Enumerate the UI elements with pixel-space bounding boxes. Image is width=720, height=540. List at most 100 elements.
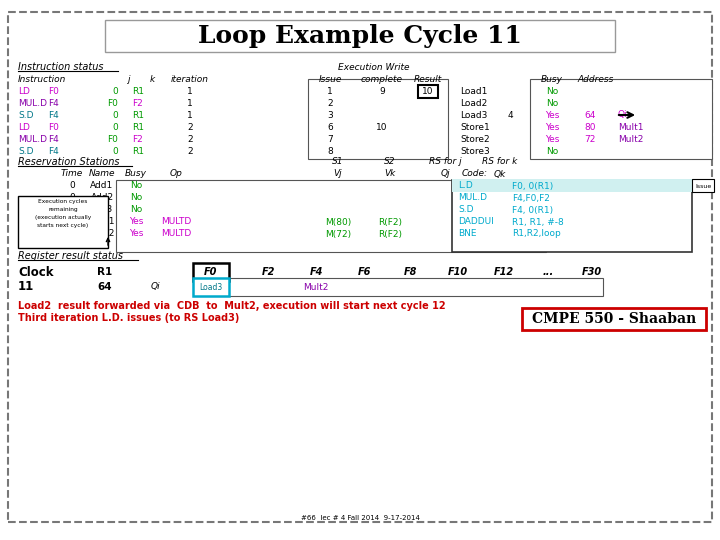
Text: 0: 0 — [69, 206, 75, 214]
Text: F8: F8 — [403, 267, 417, 277]
Text: Register result status: Register result status — [18, 251, 123, 261]
Text: F12: F12 — [494, 267, 514, 277]
Text: F4: F4 — [310, 267, 323, 277]
Text: 4: 4 — [508, 111, 513, 119]
Text: remaining: remaining — [48, 207, 78, 213]
Text: F4: F4 — [48, 98, 59, 107]
Text: S1: S1 — [332, 158, 343, 166]
Text: (execution actually: (execution actually — [35, 215, 91, 220]
Text: 1: 1 — [187, 86, 193, 96]
Text: Code:: Code: — [462, 170, 488, 179]
Text: S.D: S.D — [458, 206, 474, 214]
Text: R1: R1 — [97, 267, 112, 277]
Text: Store1: Store1 — [460, 123, 490, 132]
Text: S.D: S.D — [18, 146, 34, 156]
Text: 2: 2 — [187, 146, 193, 156]
Text: 72: 72 — [585, 134, 595, 144]
Text: Load3: Load3 — [199, 282, 222, 292]
Bar — [193, 263, 229, 281]
Text: Reservation Stations: Reservation Stations — [18, 157, 120, 167]
Text: Load2  result forwarded via  CDB  to  Mult2, execution will start next cycle 12: Load2 result forwarded via CDB to Mult2,… — [18, 301, 446, 311]
Text: Loop Example Cycle 11: Loop Example Cycle 11 — [198, 24, 522, 48]
Text: F0: F0 — [48, 123, 59, 132]
Text: F4: F4 — [48, 134, 59, 144]
Text: F0: F0 — [107, 134, 118, 144]
Bar — [116, 180, 546, 252]
Text: MULTD: MULTD — [161, 218, 191, 226]
Text: 6: 6 — [327, 123, 333, 132]
Text: Name: Name — [89, 170, 115, 179]
Bar — [452, 179, 692, 192]
Text: No: No — [130, 206, 142, 214]
Text: 2: 2 — [187, 123, 193, 132]
Text: Execution Write: Execution Write — [338, 63, 410, 71]
Text: Mult1: Mult1 — [89, 218, 114, 226]
Text: Vk: Vk — [384, 170, 396, 179]
Bar — [105, 20, 615, 52]
Text: 8: 8 — [327, 146, 333, 156]
Text: 80: 80 — [584, 123, 595, 132]
Text: Time: Time — [61, 170, 83, 179]
Text: RS for j: RS for j — [428, 158, 462, 166]
Text: 0: 0 — [69, 181, 75, 191]
Text: Store3: Store3 — [460, 146, 490, 156]
Text: F10: F10 — [448, 267, 468, 277]
Text: S2: S2 — [384, 158, 396, 166]
Text: LD: LD — [18, 86, 30, 96]
Text: RS for k: RS for k — [482, 158, 518, 166]
Text: 64: 64 — [98, 282, 112, 292]
Text: 10: 10 — [422, 86, 433, 96]
Text: No: No — [546, 146, 558, 156]
Text: Result: Result — [414, 76, 442, 84]
Text: j: j — [127, 76, 130, 84]
Bar — [530, 79, 712, 159]
Text: Clock: Clock — [18, 266, 53, 279]
Text: F0: F0 — [203, 267, 217, 277]
Text: F4: F4 — [48, 111, 59, 119]
Text: Yes: Yes — [129, 218, 143, 226]
Text: Issue: Issue — [695, 184, 711, 188]
Text: R1: R1 — [132, 111, 144, 119]
Text: Busy: Busy — [125, 170, 147, 179]
Text: F6: F6 — [357, 267, 371, 277]
Text: Add1: Add1 — [91, 181, 114, 191]
Text: Qk: Qk — [494, 170, 506, 179]
Text: Yes: Yes — [545, 134, 559, 144]
Text: iteration: iteration — [171, 76, 209, 84]
Bar — [522, 308, 706, 330]
Text: 1: 1 — [327, 86, 333, 96]
Text: No: No — [546, 86, 558, 96]
Text: Store2: Store2 — [460, 134, 490, 144]
Text: 1: 1 — [187, 111, 193, 119]
Text: Execution cycles: Execution cycles — [38, 199, 88, 205]
Text: 0: 0 — [69, 193, 75, 202]
Text: F0: F0 — [48, 86, 59, 96]
Text: Add3: Add3 — [91, 206, 114, 214]
Text: 1: 1 — [187, 98, 193, 107]
Text: M(72): M(72) — [325, 230, 351, 239]
Text: CMPE 550 - Shaaban: CMPE 550 - Shaaban — [532, 312, 696, 326]
Text: 64: 64 — [585, 111, 595, 119]
Text: Qj: Qj — [440, 170, 450, 179]
Bar — [692, 179, 714, 192]
Text: Load1: Load1 — [460, 86, 487, 96]
Text: Issue: Issue — [318, 76, 342, 84]
Text: MUL.D: MUL.D — [18, 98, 47, 107]
Text: Mult2: Mult2 — [303, 282, 329, 292]
Bar — [18, 196, 108, 248]
Text: R(F2): R(F2) — [378, 230, 402, 239]
Text: ...: ... — [542, 267, 554, 277]
Text: R(F2): R(F2) — [378, 218, 402, 226]
Text: F0, 0(R1): F0, 0(R1) — [512, 181, 553, 191]
Text: R1: R1 — [132, 146, 144, 156]
Text: starts next cycle): starts next cycle) — [37, 224, 89, 228]
Text: k: k — [149, 76, 155, 84]
Text: F4: F4 — [48, 146, 59, 156]
Text: R1: R1 — [132, 86, 144, 96]
Text: Third iteration L.D. issues (to RS Load3): Third iteration L.D. issues (to RS Load3… — [18, 313, 239, 323]
Text: No: No — [130, 193, 142, 202]
Text: M(80): M(80) — [325, 218, 351, 226]
Text: F30: F30 — [582, 267, 602, 277]
Text: 3: 3 — [327, 111, 333, 119]
Text: L.D: L.D — [458, 181, 473, 191]
